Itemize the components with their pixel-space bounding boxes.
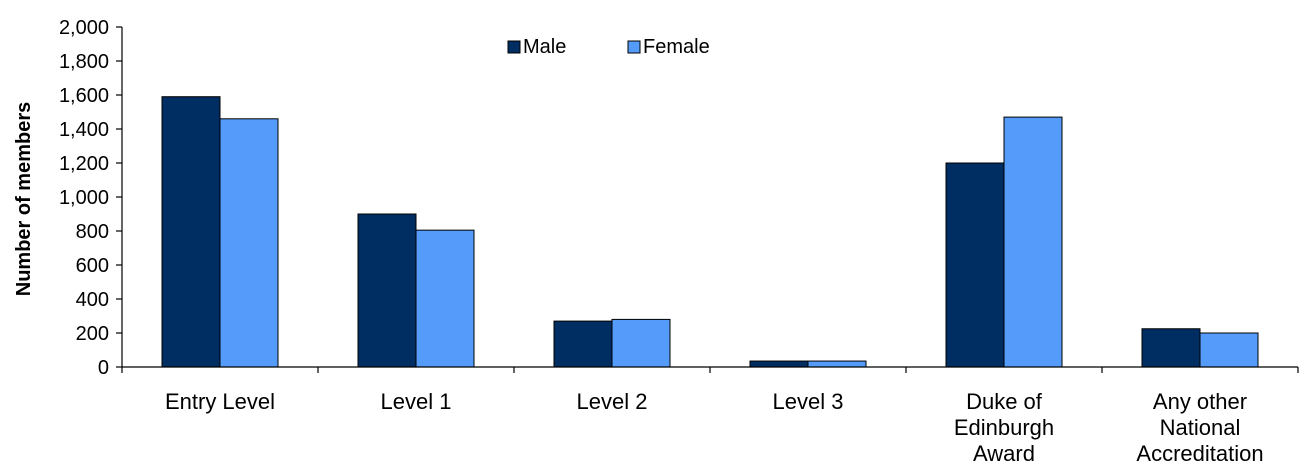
- x-category-label: Level 3: [773, 389, 844, 414]
- y-tick-label: 1,600: [59, 85, 109, 107]
- y-tick-label: 200: [76, 323, 109, 345]
- bar-female-0: [219, 118, 279, 368]
- y-tick-label: 400: [76, 289, 109, 311]
- bar-female-2: [611, 318, 671, 368]
- x-category-label: Any other National Accreditation: [1136, 389, 1263, 466]
- bar-male-2: [553, 320, 613, 368]
- x-category-label-line: Entry Level: [165, 389, 275, 414]
- bar-male-0: [161, 96, 221, 368]
- y-tick-label: 1,400: [59, 119, 109, 141]
- bar-male-3: [749, 360, 809, 368]
- y-tick-label: 600: [76, 255, 109, 277]
- x-category-label-line: Duke of: [966, 389, 1043, 414]
- x-category-label: Level 1: [381, 389, 452, 414]
- x-category-label-line: Level 3: [773, 389, 844, 414]
- bar-female-1: [415, 229, 475, 368]
- bars-group: [161, 96, 1259, 368]
- x-axis: Entry Level Level 1 Level 2 Level 3 Duke of E…: [121, 366, 1299, 466]
- y-tick-label: 800: [76, 221, 109, 243]
- x-category-label: Duke of Edinburgh Award: [954, 389, 1054, 466]
- bar-female-5: [1199, 332, 1259, 368]
- y-axis-title: Number of members: [13, 102, 35, 297]
- legend-swatch-female: [627, 40, 641, 54]
- x-category-label-line: Award: [973, 441, 1035, 466]
- legend-swatch-male: [507, 40, 521, 54]
- legend: Male Female: [507, 36, 710, 58]
- x-category-label-line: Edinburgh: [954, 415, 1054, 440]
- x-category-label-line: Level 2: [577, 389, 648, 414]
- y-tick-label: 1,200: [59, 153, 109, 175]
- x-category-label: Entry Level: [165, 389, 275, 414]
- x-category-label-line: Accreditation: [1136, 441, 1263, 466]
- x-category-label-line: National: [1160, 415, 1241, 440]
- bar-male-5: [1141, 328, 1201, 368]
- y-tick-label: 1,800: [59, 51, 109, 73]
- y-tick-label: 2,000: [59, 17, 109, 39]
- x-category-label-line: Level 1: [381, 389, 452, 414]
- bar-male-1: [357, 213, 417, 368]
- legend-label-female: Female: [643, 36, 710, 58]
- bar-female-4: [1003, 116, 1063, 368]
- legend-label-male: Male: [523, 36, 566, 58]
- bar-male-4: [945, 162, 1005, 368]
- y-tick-label: 1,000: [59, 187, 109, 209]
- y-axis: 0 200 400 600 800 1,000 1,200 1,400 1,600 1,800 2,…: [59, 17, 123, 379]
- bar-female-3: [807, 360, 867, 368]
- x-category-label: Level 2: [577, 389, 648, 414]
- x-category-label-line: Any other: [1153, 389, 1247, 414]
- y-tick-label: 0: [98, 357, 109, 379]
